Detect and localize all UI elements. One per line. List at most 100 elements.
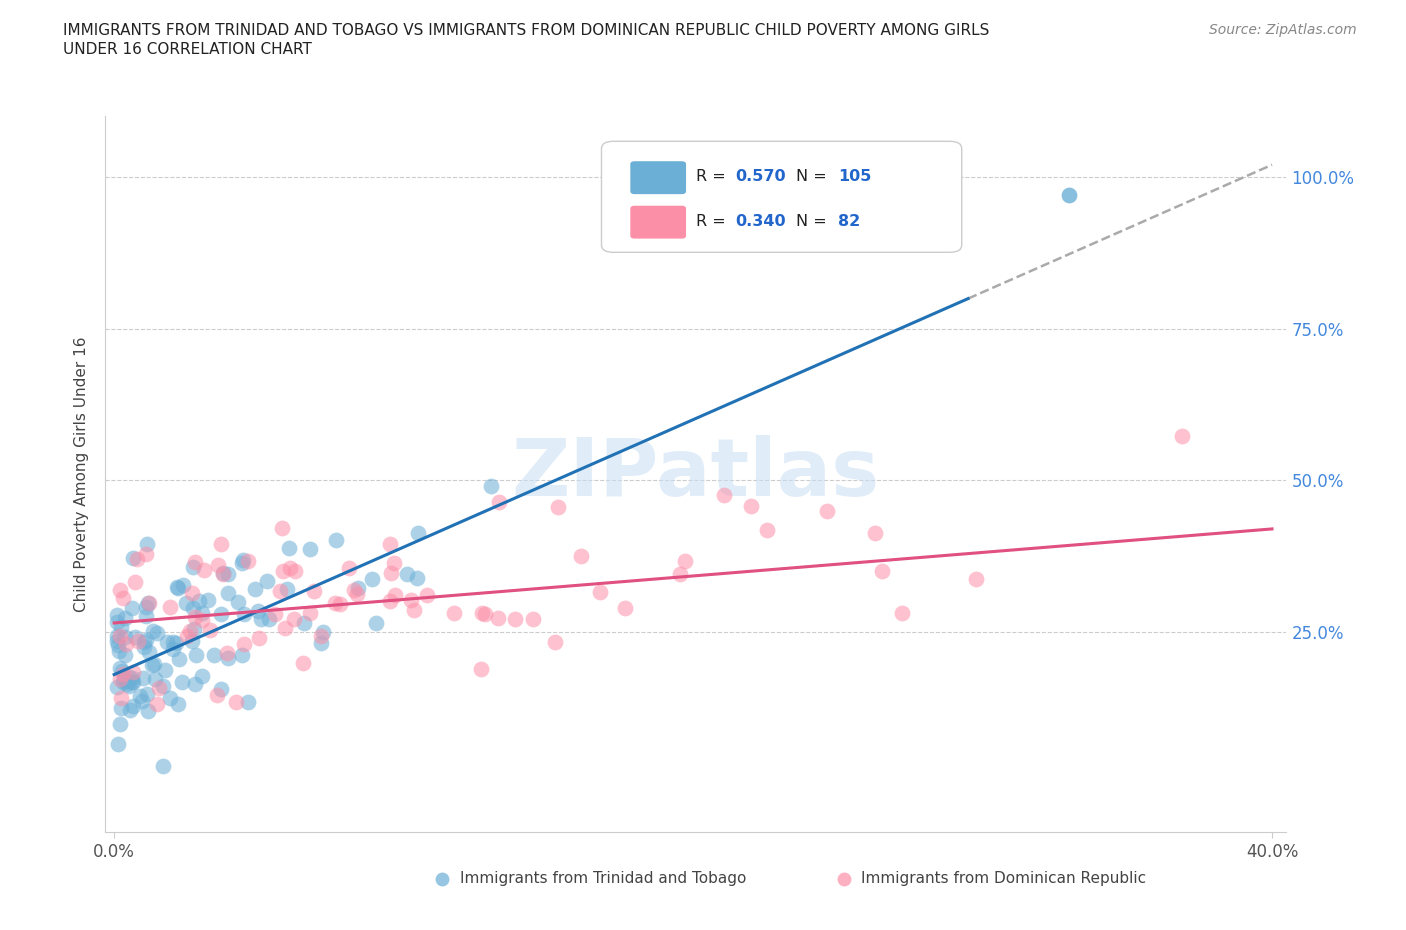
Point xyxy=(479,479,502,494)
Point xyxy=(118,670,141,684)
Point xyxy=(132,639,155,654)
Point xyxy=(135,537,157,551)
Point xyxy=(713,487,735,502)
Point xyxy=(167,651,190,666)
Point xyxy=(111,667,134,682)
Point xyxy=(110,701,132,716)
Point xyxy=(470,662,492,677)
Point xyxy=(209,606,232,621)
Point xyxy=(302,584,325,599)
Point xyxy=(138,644,160,659)
Point xyxy=(105,615,128,630)
Point xyxy=(105,680,128,695)
Point xyxy=(231,647,253,662)
Y-axis label: Child Poverty Among Girls Under 16: Child Poverty Among Girls Under 16 xyxy=(75,337,90,612)
Point xyxy=(402,603,425,618)
Point xyxy=(122,698,145,713)
Point xyxy=(443,605,465,620)
Point xyxy=(488,495,510,510)
Text: ZIPatlas: ZIPatlas xyxy=(512,435,880,513)
Point xyxy=(122,551,145,565)
Point xyxy=(416,588,439,603)
Point xyxy=(298,542,321,557)
Point xyxy=(399,593,422,608)
Point xyxy=(146,626,169,641)
Text: 105: 105 xyxy=(838,169,872,184)
Point xyxy=(183,601,205,616)
Point xyxy=(274,620,297,635)
Point xyxy=(148,681,170,696)
Point xyxy=(187,593,209,608)
Text: N =: N = xyxy=(796,169,832,184)
Point xyxy=(110,619,132,634)
Point xyxy=(225,695,247,710)
Point xyxy=(378,537,401,551)
FancyBboxPatch shape xyxy=(631,162,685,193)
Point xyxy=(165,636,187,651)
Point xyxy=(181,633,204,648)
Point xyxy=(107,638,129,653)
Point xyxy=(118,679,141,694)
Point xyxy=(215,646,238,661)
Point xyxy=(250,611,273,626)
Point xyxy=(108,644,131,658)
Point xyxy=(291,656,314,671)
Point xyxy=(121,671,143,685)
Point xyxy=(108,716,131,731)
Point xyxy=(131,694,153,709)
Point xyxy=(197,592,219,607)
Text: 0.570: 0.570 xyxy=(735,169,786,184)
Point xyxy=(183,554,205,569)
Point xyxy=(384,588,406,603)
Text: 82: 82 xyxy=(838,214,860,229)
Point xyxy=(384,555,406,570)
Point xyxy=(132,671,155,686)
Point xyxy=(143,671,166,686)
Point xyxy=(191,613,214,628)
Point xyxy=(408,525,430,540)
Point xyxy=(184,610,207,625)
Point xyxy=(115,673,138,688)
Text: Source: ZipAtlas.com: Source: ZipAtlas.com xyxy=(1209,23,1357,37)
Point xyxy=(269,583,291,598)
Point xyxy=(276,581,298,596)
Point xyxy=(136,704,159,719)
Point xyxy=(172,578,194,592)
Point xyxy=(122,665,145,680)
Point xyxy=(323,595,346,610)
Point xyxy=(167,698,190,712)
Point xyxy=(870,564,893,578)
Point xyxy=(673,553,696,568)
Point xyxy=(271,521,294,536)
Point xyxy=(111,663,134,678)
Point xyxy=(135,608,157,623)
Point xyxy=(503,611,526,626)
Point xyxy=(544,634,567,649)
Point xyxy=(159,691,181,706)
Point xyxy=(191,605,214,620)
Point xyxy=(142,624,165,639)
Point xyxy=(264,607,287,622)
Point xyxy=(108,671,131,686)
Point xyxy=(152,679,174,694)
Point xyxy=(271,564,294,578)
Point xyxy=(364,616,387,631)
Point xyxy=(135,547,157,562)
Text: Immigrants from Dominican Republic: Immigrants from Dominican Republic xyxy=(862,871,1146,886)
Point xyxy=(756,523,779,538)
Point xyxy=(571,549,593,564)
Point xyxy=(129,688,152,703)
Point xyxy=(232,606,254,621)
Point xyxy=(114,647,136,662)
Point xyxy=(172,675,194,690)
Point xyxy=(361,572,384,587)
Point xyxy=(156,634,179,649)
Point xyxy=(209,537,232,551)
Point xyxy=(146,697,169,711)
Point xyxy=(191,669,214,684)
Point xyxy=(589,585,612,600)
Point xyxy=(117,676,139,691)
Point xyxy=(179,623,201,638)
Point xyxy=(162,642,184,657)
Point xyxy=(176,629,198,644)
